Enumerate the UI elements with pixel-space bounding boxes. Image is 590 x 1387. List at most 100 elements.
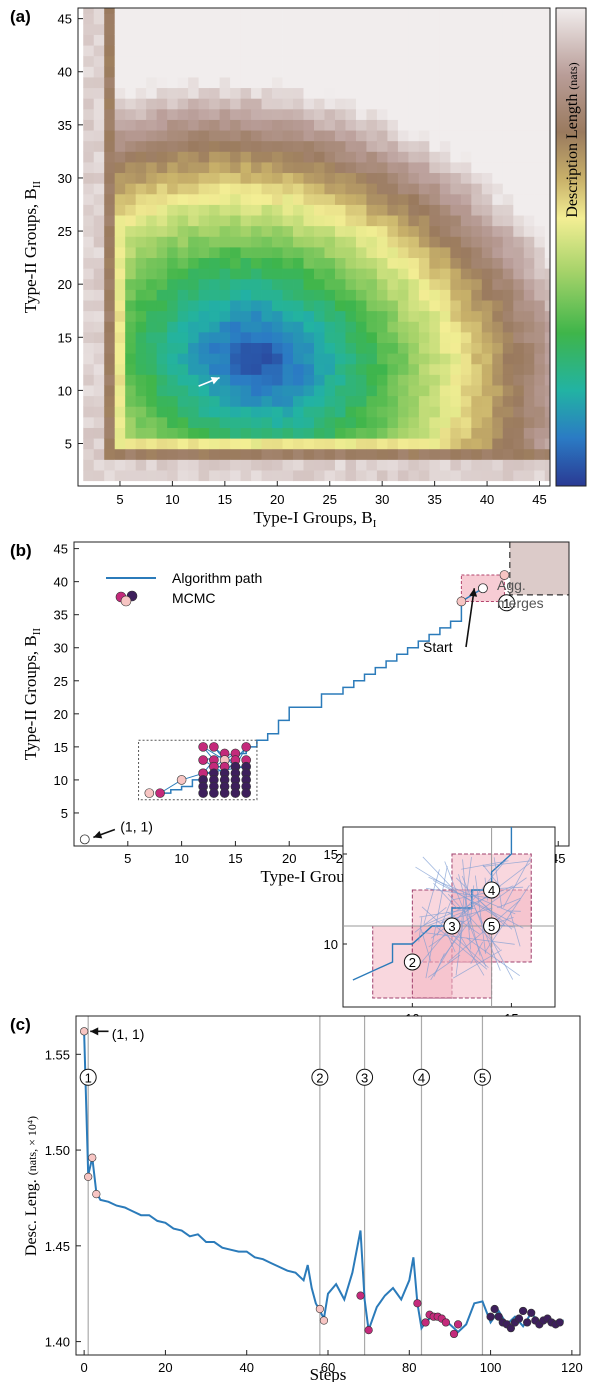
heatmap-cell bbox=[272, 236, 283, 248]
inset-step-marker bbox=[443, 917, 461, 935]
heatmap-cell bbox=[282, 45, 294, 57]
heatmap-cell bbox=[534, 55, 546, 67]
panel-c-x-ticks: 0 20 40 60 80 100 120 bbox=[81, 1350, 583, 1375]
heatmap-cell bbox=[167, 448, 179, 460]
heatmap-cell bbox=[272, 427, 283, 439]
heatmap-cell bbox=[408, 416, 420, 428]
heatmap-cell bbox=[261, 193, 273, 205]
heatmap-cell bbox=[376, 87, 388, 99]
heatmap-cell bbox=[272, 321, 283, 333]
y-tick-label: 10 bbox=[54, 773, 68, 788]
heatmap-cell bbox=[177, 23, 189, 35]
heatmap-cell bbox=[324, 289, 336, 301]
heatmap-cell bbox=[272, 172, 283, 184]
heatmap-cell bbox=[293, 225, 304, 237]
heatmap-cell bbox=[376, 77, 388, 89]
heatmap-cell bbox=[282, 406, 294, 418]
heatmap-cell bbox=[534, 331, 546, 343]
heatmap-cell bbox=[114, 278, 126, 290]
heatmap-cell bbox=[324, 119, 336, 131]
heatmap-cell bbox=[240, 289, 252, 301]
heatmap-cell bbox=[471, 13, 483, 25]
heatmap-cell bbox=[209, 77, 220, 89]
heatmap-cell bbox=[408, 247, 420, 259]
heatmap-cell bbox=[125, 353, 137, 365]
heatmap-cell bbox=[261, 55, 273, 67]
heatmap-cell bbox=[156, 342, 168, 354]
heatmap-cell bbox=[209, 87, 220, 99]
heatmap-cell bbox=[460, 247, 472, 259]
heatmap-cell bbox=[534, 215, 546, 227]
heatmap-cell bbox=[397, 119, 409, 131]
heatmap-cell bbox=[534, 427, 546, 439]
heatmap-cell bbox=[492, 151, 504, 163]
heatmap-cell bbox=[209, 23, 220, 35]
step-marker bbox=[79, 1068, 97, 1086]
heatmap-cell bbox=[198, 438, 210, 450]
heatmap-cell bbox=[293, 108, 304, 120]
heatmap-cell bbox=[429, 321, 441, 333]
heatmap-cell bbox=[135, 34, 147, 46]
heatmap-cell bbox=[251, 268, 262, 280]
heatmap-cell bbox=[198, 321, 210, 333]
heatmap-cell bbox=[303, 13, 315, 25]
heatmap-cell bbox=[460, 66, 472, 78]
heatmap-cell bbox=[534, 268, 546, 280]
heatmap-cell bbox=[125, 374, 137, 386]
heatmap-cell bbox=[293, 321, 304, 333]
heatmap-cell bbox=[366, 66, 378, 78]
panel-c-origin-arrow-icon bbox=[90, 1027, 109, 1036]
heatmap-cell bbox=[167, 385, 179, 397]
heatmap-cell bbox=[460, 300, 472, 312]
heatmap-cell bbox=[471, 215, 483, 227]
heatmap-cell bbox=[114, 416, 126, 428]
heatmap-cell bbox=[492, 247, 504, 259]
heatmap-cell bbox=[114, 193, 126, 205]
heatmap-cell bbox=[502, 98, 514, 110]
heatmap-cell bbox=[355, 45, 367, 57]
heatmap-cell bbox=[492, 353, 504, 365]
heatmap-cell bbox=[251, 140, 262, 152]
heatmap-cell bbox=[397, 427, 409, 439]
heatmap-cell bbox=[544, 470, 551, 482]
heatmap-cell bbox=[156, 55, 168, 67]
heatmap-cell bbox=[513, 98, 525, 110]
heatmap-cell bbox=[272, 278, 283, 290]
heatmap-cell bbox=[93, 183, 105, 195]
heatmap-cell bbox=[83, 225, 95, 237]
heatmap-cell bbox=[513, 321, 525, 333]
heatmap-cell bbox=[334, 459, 346, 471]
heatmap-cell bbox=[345, 321, 357, 333]
heatmap-cell bbox=[303, 119, 315, 131]
heatmap-cell bbox=[282, 77, 294, 89]
description-length-line bbox=[83, 1031, 427, 1331]
heatmap-cell bbox=[450, 8, 462, 14]
heatmap-cell bbox=[523, 385, 535, 397]
heatmap-cell bbox=[439, 45, 451, 57]
heatmap-cell bbox=[523, 119, 535, 131]
heatmap-cell bbox=[198, 34, 210, 46]
heatmap-cell bbox=[272, 395, 283, 407]
heatmap-cell bbox=[282, 66, 294, 78]
heatmap-cell bbox=[387, 406, 399, 418]
heatmap-cell bbox=[439, 34, 451, 46]
heatmap-cell bbox=[397, 342, 409, 354]
heatmap-cell bbox=[408, 119, 420, 131]
heatmap-cell bbox=[167, 427, 179, 439]
heatmap-cell bbox=[135, 363, 147, 375]
heatmap-cell bbox=[355, 363, 367, 375]
heatmap-cell bbox=[251, 395, 262, 407]
heatmap-cell bbox=[481, 98, 493, 110]
heatmap-cell bbox=[450, 278, 462, 290]
heatmap-cell bbox=[230, 236, 241, 248]
heatmap-cell bbox=[334, 385, 346, 397]
panel-b-y-label: Type-II Groups, BII bbox=[21, 628, 43, 761]
heatmap-cell bbox=[481, 236, 493, 248]
heatmap-cell bbox=[366, 448, 378, 460]
heatmap-cell bbox=[397, 470, 409, 482]
heatmap-cell bbox=[93, 289, 105, 301]
heatmap-cell bbox=[450, 395, 462, 407]
heatmap-cell bbox=[408, 193, 420, 205]
heatmap-cell bbox=[460, 438, 472, 450]
heatmap-cell bbox=[481, 225, 493, 237]
